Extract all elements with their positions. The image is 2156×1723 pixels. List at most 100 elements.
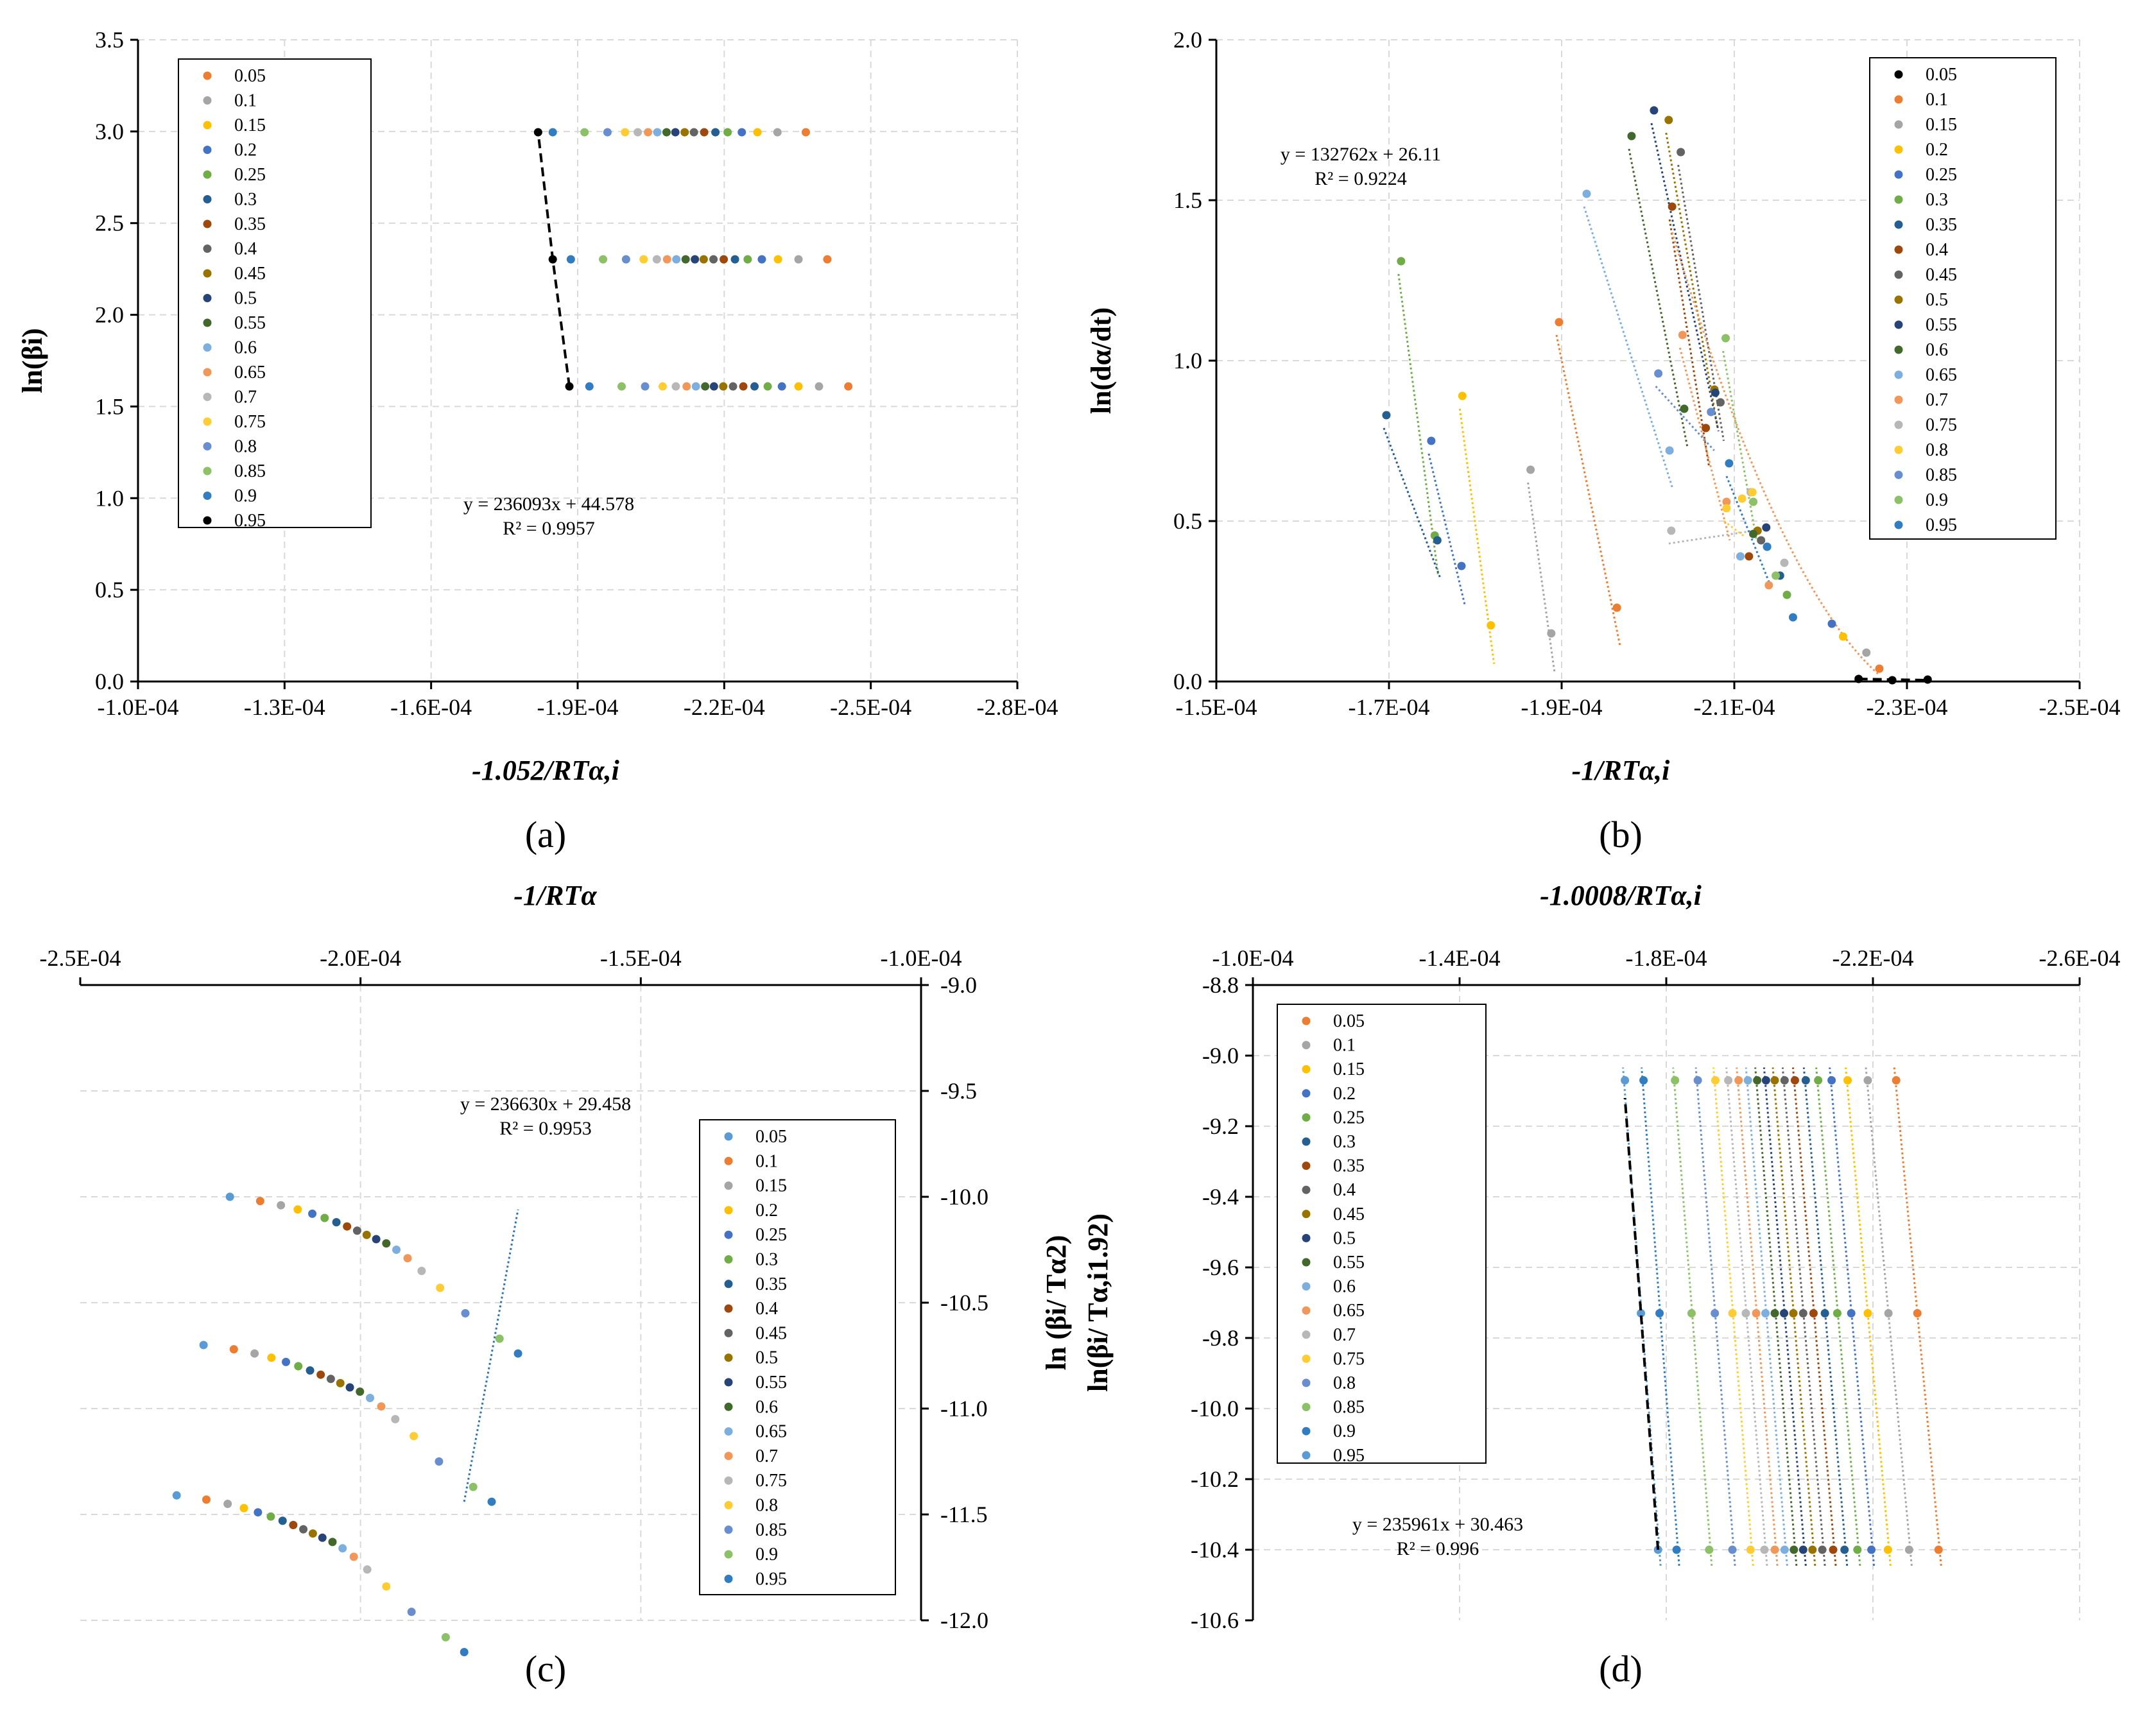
- data-point: [294, 1362, 303, 1371]
- x-tick-label: -2.0E-04: [320, 945, 401, 971]
- data-point: [585, 382, 594, 391]
- legend-label: 0.45: [1333, 1204, 1365, 1224]
- legend-label: 0.45: [234, 264, 266, 284]
- trendline: [1668, 219, 1711, 467]
- panel-label: (a): [525, 814, 566, 855]
- y-tick-label: 3.0: [95, 119, 124, 144]
- data-point: [1764, 581, 1773, 590]
- legend-label: 0.4: [755, 1299, 778, 1319]
- data-point: [1728, 1545, 1737, 1554]
- data-point: [1526, 465, 1535, 474]
- data-point: [1770, 1309, 1779, 1317]
- y-tick-label: 1.5: [95, 393, 124, 419]
- panel-label: (b): [1599, 814, 1643, 855]
- legend-marker: [1302, 1137, 1311, 1146]
- legend-marker: [1894, 95, 1903, 104]
- data-point: [1547, 629, 1556, 638]
- fit-r2: R² = 0.9224: [1315, 168, 1406, 189]
- chart-panel-d: -1.0E-04 -1.4E-04 -1.8E-04 -2.2E-04 -2.6E-04…: [1082, 880, 2120, 1690]
- data-point: [1843, 1076, 1852, 1084]
- data-point: [407, 1607, 416, 1616]
- legend-label: 0.1: [1926, 90, 1948, 110]
- data-point: [1862, 648, 1871, 657]
- data-point: [299, 1525, 308, 1534]
- legend-label: 0.55: [1333, 1253, 1365, 1273]
- data-point: [1650, 106, 1659, 115]
- legend-marker: [724, 1476, 733, 1485]
- legend-marker: [1302, 1089, 1311, 1098]
- legend-marker: [1302, 1403, 1311, 1412]
- data-point: [1780, 1309, 1789, 1317]
- legend-label: 0.15: [234, 116, 266, 135]
- data-point: [621, 255, 630, 264]
- data-point: [306, 1366, 315, 1375]
- data-point: [1458, 391, 1467, 400]
- data-point: [382, 1582, 391, 1591]
- data-point: [709, 382, 718, 391]
- y-axis-label: ln (βi/ Tα2): [1040, 1235, 1072, 1371]
- legend-label: 0.35: [1926, 215, 1957, 235]
- y-tick-label: -10.4: [1191, 1537, 1239, 1563]
- panel-label: (c): [525, 1648, 566, 1690]
- data-point: [1382, 411, 1391, 420]
- x-tick-label: -1.6E-04: [390, 694, 472, 720]
- data-point: [1721, 334, 1730, 343]
- data-point: [377, 1402, 386, 1411]
- legend-marker: [1894, 120, 1903, 129]
- data-point: [580, 128, 589, 137]
- legend-label: 0.15: [755, 1176, 787, 1196]
- data-point: [639, 255, 648, 264]
- data-point: [1736, 552, 1745, 561]
- data-point: [1789, 1309, 1798, 1317]
- legend-label: 0.95: [1333, 1446, 1365, 1466]
- data-point: [267, 1353, 276, 1362]
- x-tick-label: -1.5E-04: [1176, 694, 1257, 720]
- data-point: [1827, 1076, 1836, 1084]
- data-point: [410, 1432, 418, 1441]
- data-point: [366, 1394, 375, 1402]
- y-tick-label: -10.0: [940, 1184, 988, 1210]
- y-tick-label: 1.0: [1173, 348, 1202, 373]
- legend-marker: [1302, 1378, 1311, 1387]
- trendline: [1427, 453, 1466, 605]
- legend-label: 0.3: [234, 190, 257, 210]
- data-point: [1724, 1076, 1733, 1084]
- fit-r2: R² = 0.9953: [499, 1118, 591, 1139]
- data-point: [548, 128, 557, 137]
- data-point: [1702, 424, 1711, 433]
- legend-marker: [203, 467, 212, 476]
- legend-label: 0.55: [234, 313, 266, 333]
- legend-marker: [1894, 370, 1903, 379]
- legend-label: 0.2: [1926, 140, 1948, 160]
- legend-label: 0.75: [1333, 1349, 1365, 1369]
- data-point: [1743, 1076, 1752, 1084]
- x-tick-label: -1.0E-04: [98, 694, 179, 720]
- legend-marker: [203, 294, 212, 302]
- fit-equation: y = 235961x + 30.463: [1352, 1514, 1523, 1535]
- legend-marker: [724, 1328, 733, 1337]
- data-point: [743, 255, 752, 264]
- data-point: [757, 255, 766, 264]
- legend-marker: [724, 1353, 733, 1362]
- legend-label: 0.8: [755, 1496, 778, 1516]
- data-point: [617, 382, 626, 391]
- legend-label: 0.5: [234, 289, 257, 309]
- y-tick-label: -10.6: [1191, 1607, 1239, 1633]
- data-point: [1672, 1545, 1681, 1554]
- data-point: [599, 255, 608, 264]
- legend-label: 0.95: [1926, 515, 1957, 535]
- data-point: [1705, 1545, 1714, 1554]
- data-point: [671, 128, 680, 137]
- data-point: [229, 1345, 238, 1354]
- legend-marker: [724, 1550, 733, 1559]
- legend-label: 0.1: [234, 91, 257, 111]
- data-point: [1760, 1545, 1769, 1554]
- data-point: [794, 382, 803, 391]
- data-point: [1612, 603, 1621, 612]
- data-point: [1707, 407, 1716, 416]
- legend-marker: [1894, 295, 1903, 304]
- data-point: [1818, 1545, 1827, 1554]
- legend-marker: [1302, 1306, 1311, 1315]
- data-point: [352, 1226, 361, 1235]
- legend-marker: [724, 1525, 733, 1534]
